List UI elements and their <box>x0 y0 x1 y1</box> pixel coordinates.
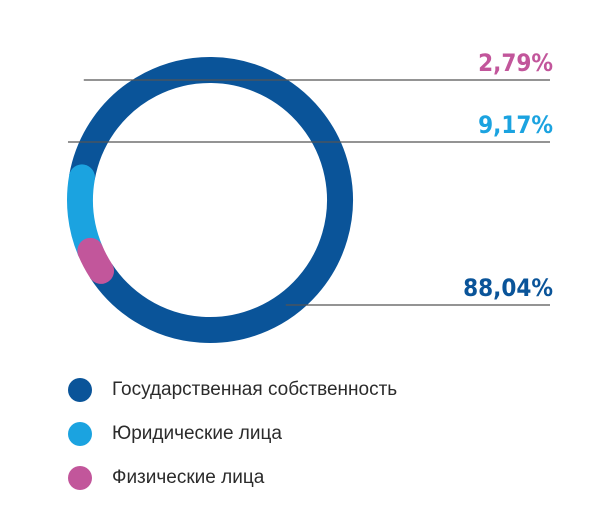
data-label-legal: 9,17% <box>478 111 553 139</box>
legend-swatch-state <box>68 378 92 402</box>
slice-state <box>69 57 353 343</box>
donut-chart: 2,79% 9,17% 88,04% <box>67 49 553 343</box>
legend-item-state: Государственная собственность <box>68 368 397 412</box>
donut-slices <box>67 57 353 343</box>
legend-swatch-legal <box>68 422 92 446</box>
legend-label-state: Государственная собственность <box>112 379 398 400</box>
data-labels: 2,79% 9,17% 88,04% <box>463 49 553 302</box>
legend-item-legal: Юридические лица <box>68 412 397 456</box>
data-label-state: 88,04% <box>463 274 553 302</box>
slice-individuals <box>77 237 115 284</box>
legend-item-individuals: Физические лица <box>68 456 397 500</box>
legend-label-individuals: Физические лица <box>112 467 265 488</box>
data-label-individuals: 2,79% <box>478 49 553 77</box>
legend: Государственная собственность Юридически… <box>68 368 397 500</box>
leader-lines <box>67 79 550 306</box>
legend-swatch-individuals <box>68 466 92 490</box>
legend-label-legal: Юридические лица <box>112 423 282 444</box>
